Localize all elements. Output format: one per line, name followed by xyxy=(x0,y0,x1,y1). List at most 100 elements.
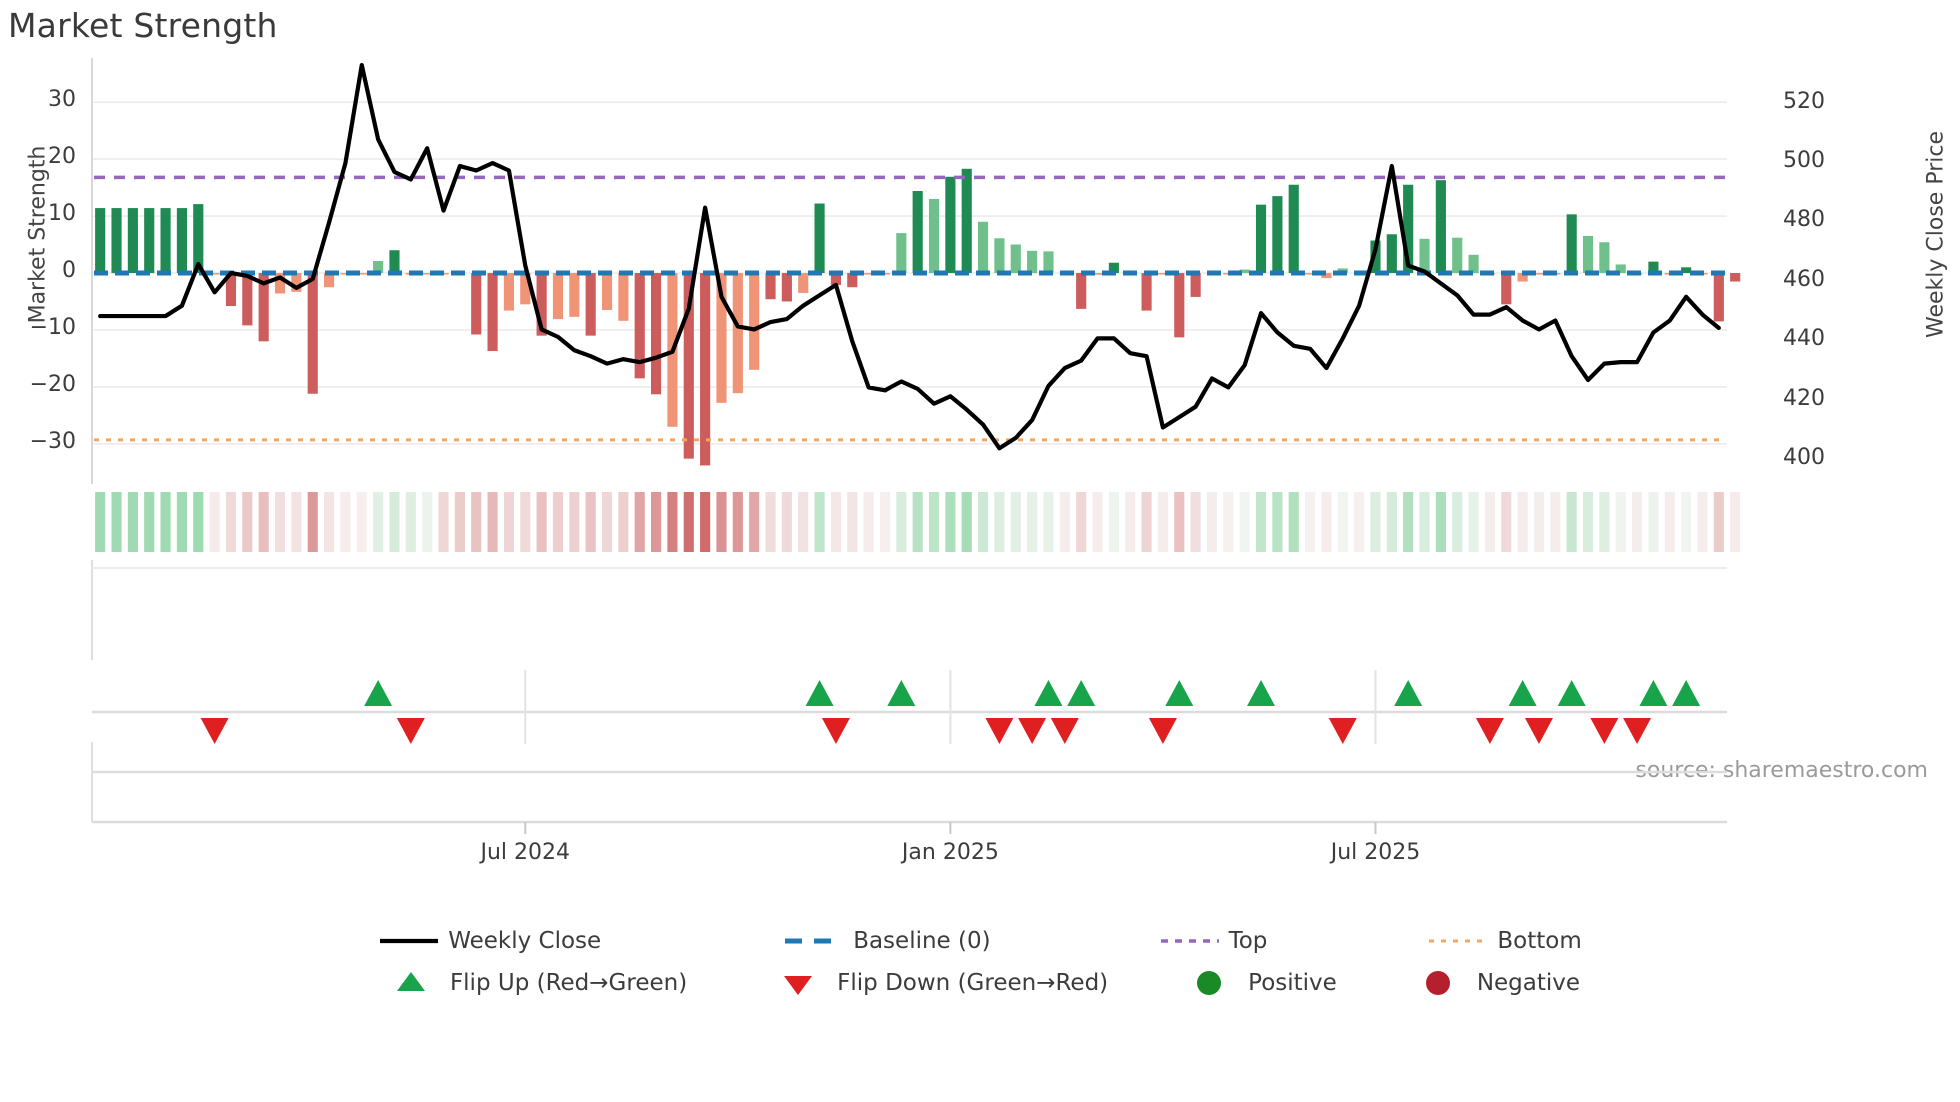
strength-bar xyxy=(242,273,253,326)
legend-item-label: Baseline (0) xyxy=(853,928,991,954)
bottom-line-swatch xyxy=(1427,926,1489,956)
heatmap-cell xyxy=(487,492,498,552)
weekly-close-line xyxy=(98,62,1721,451)
heatmap-cell xyxy=(1664,492,1675,552)
heatmap-cell xyxy=(732,492,743,552)
strength-bar xyxy=(1517,273,1528,282)
heatmap-cell xyxy=(340,492,351,552)
heatmap-cell xyxy=(471,492,482,552)
flip-up-marker xyxy=(1034,680,1063,706)
strength-bar xyxy=(618,273,629,321)
negative-dot-icon xyxy=(1407,968,1469,998)
legend-item[interactable]: Baseline (0) xyxy=(783,920,991,962)
heatmap-cell xyxy=(1501,492,1512,552)
y-axis-right-tick: 440 xyxy=(1783,326,1825,352)
strength-bar xyxy=(1027,250,1038,273)
chart-legend: Weekly Close Baseline (0) Top Bottom Flip U… xyxy=(0,920,1960,1004)
heatmap-cell xyxy=(95,492,106,552)
flip-down-marker xyxy=(1623,718,1652,744)
strength-bar xyxy=(978,221,989,273)
strength-bar xyxy=(1321,273,1332,279)
baseline-line-swatch xyxy=(783,926,845,956)
strength-bar xyxy=(912,191,923,273)
y-axis-left-tick: 30 xyxy=(48,87,76,113)
heatmap-cell xyxy=(1288,492,1299,552)
heatmap-cell xyxy=(716,492,727,552)
y-axis-left-tick: −30 xyxy=(29,428,76,454)
strength-bar xyxy=(928,198,940,273)
heatmap-cell xyxy=(552,492,564,552)
strength-bar xyxy=(1435,180,1446,273)
strength-bar xyxy=(765,273,776,300)
flip-up-marker xyxy=(1247,680,1276,706)
heatmap-cell xyxy=(1599,492,1610,552)
strength-bar xyxy=(1092,273,1103,275)
heatmap-cell xyxy=(422,492,433,552)
heatmap-cell xyxy=(585,492,596,552)
heatmap-cell xyxy=(896,492,907,552)
heatmap-cell xyxy=(879,492,891,552)
strength-bar xyxy=(1648,261,1659,273)
heatmap-cell xyxy=(1370,492,1381,552)
legend-item[interactable]: Flip Down (Green→Red) xyxy=(767,962,1108,1004)
strength-bar xyxy=(1010,244,1021,273)
strength-bar xyxy=(176,208,187,273)
strength-bar xyxy=(1141,273,1152,311)
y-axis-left-tick: 10 xyxy=(48,201,76,227)
heatmap-cell xyxy=(536,492,547,552)
heatmap-cell xyxy=(1027,492,1038,552)
heatmap-cell xyxy=(1108,492,1119,552)
heatmap-cell xyxy=(389,492,400,552)
heatmap-cell xyxy=(274,492,286,552)
strength-bar xyxy=(160,208,171,273)
strength-bar xyxy=(1043,251,1054,273)
strength-bar xyxy=(1108,262,1119,273)
flip-up-marker xyxy=(1067,680,1096,706)
heatmap-cell xyxy=(1223,492,1234,552)
heatmap-cell xyxy=(961,492,972,552)
legend-item[interactable]: Top xyxy=(1159,920,1267,962)
heatmap-cell xyxy=(618,492,629,552)
heatmap-cell xyxy=(356,492,367,552)
y-axis-left-tick: 20 xyxy=(48,144,76,170)
strength-bar xyxy=(373,261,384,273)
y-axis-right-tick: 460 xyxy=(1783,266,1825,292)
heatmap-cell xyxy=(1010,492,1021,552)
heatmap-cell xyxy=(242,492,253,552)
legend-item[interactable]: Flip Up (Red→Green) xyxy=(380,962,687,1004)
heatmap-cell xyxy=(1582,492,1594,552)
flip-down-marker xyxy=(821,718,850,744)
strength-bar xyxy=(1501,273,1512,305)
flip-down-marker xyxy=(1050,718,1079,744)
flip-up-marker xyxy=(805,680,834,706)
strength-bar xyxy=(1157,273,1168,275)
strength-bar xyxy=(291,273,302,292)
flip-down-marker xyxy=(1328,718,1357,744)
flip-down-marker xyxy=(396,718,425,744)
legend-item[interactable]: Negative xyxy=(1407,962,1580,1004)
page-title: Market Strength xyxy=(8,6,278,45)
heatmap-cell xyxy=(1321,492,1332,552)
strength-bar xyxy=(1730,273,1741,282)
strength-bar xyxy=(1582,235,1594,273)
flip-up-marker xyxy=(1672,680,1701,706)
strength-bar xyxy=(1681,267,1692,273)
strength-bar xyxy=(127,208,138,273)
strength-bar xyxy=(1403,184,1414,273)
legend-item-label: Flip Up (Red→Green) xyxy=(449,970,688,996)
legend-item[interactable]: Weekly Close xyxy=(378,920,601,962)
legend-item[interactable]: Positive xyxy=(1178,962,1337,1004)
heatmap-cell xyxy=(781,492,792,552)
strength-bar xyxy=(798,273,809,293)
legend-item[interactable]: Bottom xyxy=(1427,920,1582,962)
strength-bar xyxy=(1566,214,1577,273)
flip-up-marker xyxy=(1557,680,1586,706)
heatmap-cell xyxy=(1157,492,1168,552)
strength-bar xyxy=(1452,237,1463,273)
heatmap-cell xyxy=(520,492,531,552)
heatmap-cell xyxy=(1239,492,1250,552)
heatmap-cell xyxy=(765,492,776,552)
heatmap-cell xyxy=(1092,492,1103,552)
